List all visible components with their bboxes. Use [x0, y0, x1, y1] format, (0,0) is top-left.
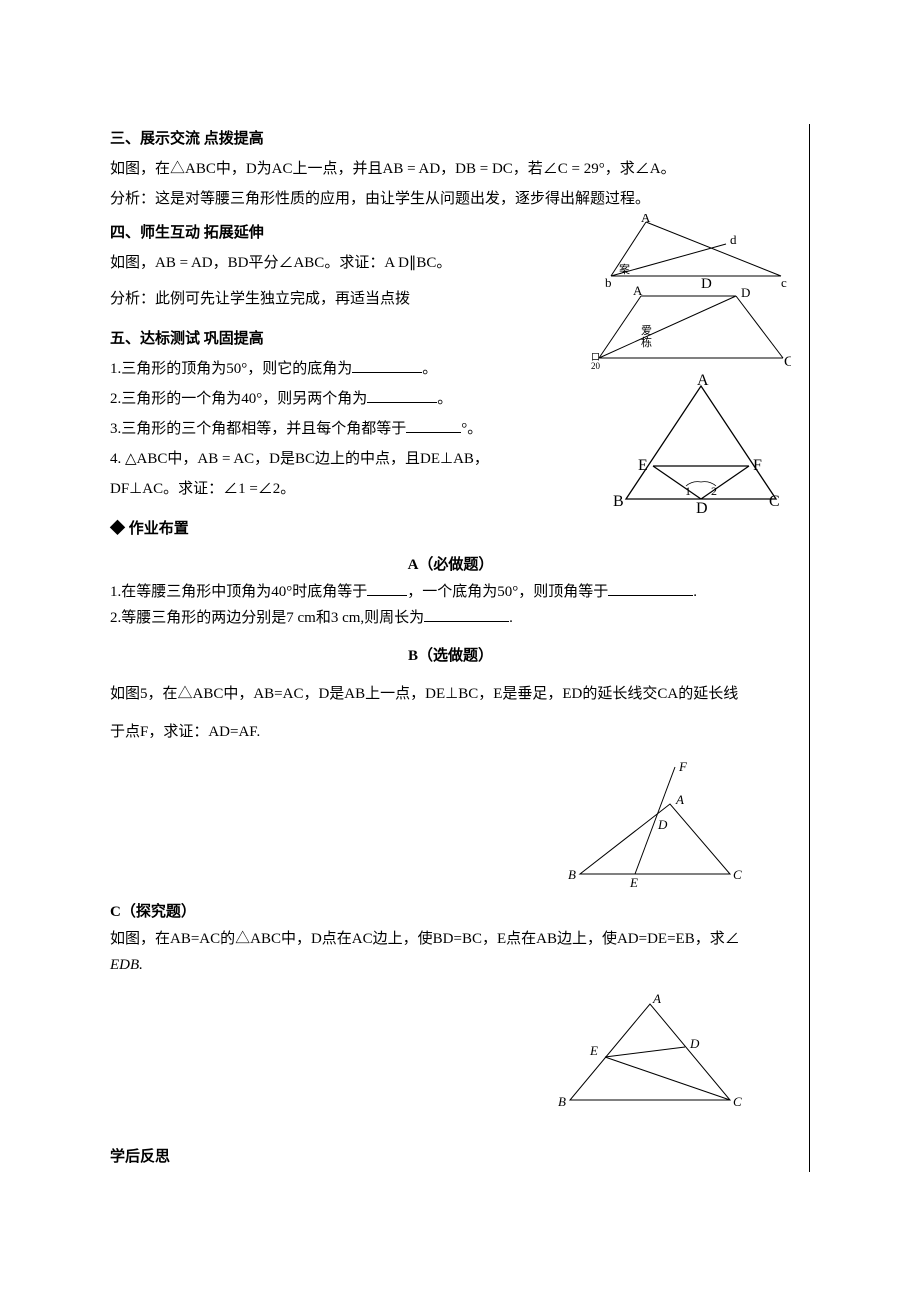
- lbl-C: C: [784, 354, 791, 370]
- lbl-A: A: [675, 792, 684, 807]
- section-3-heading: 三、展示交流 点拨提高: [110, 124, 791, 154]
- lbl-F: F: [678, 759, 688, 774]
- q5-1: 1.三角形的顶角为50°，则它的底角为 。: [110, 354, 600, 384]
- annot-top: 爱: [641, 324, 652, 337]
- lbl-d: d: [730, 232, 737, 247]
- q5-1b: 。: [422, 361, 437, 377]
- q5-2a: 2.三角形的一个角为40°，则另两个角为: [110, 391, 367, 407]
- lbl-D: D: [696, 500, 708, 514]
- ang-2: 2: [711, 484, 717, 498]
- hw-b-q1: 如图5，在△ABC中，AB=AC，D是AB上一点，DE⊥BC，E是垂足，ED的延…: [110, 679, 791, 709]
- lbl-B: B: [568, 867, 576, 882]
- hw-b-q1-text: 如图5，在△ABC中，AB=AC，D是AB上一点，DE⊥BC，E是垂足，ED的延…: [110, 686, 738, 702]
- hw-b-q2: 于点F，求证：AD=AF.: [110, 717, 791, 747]
- lbl-C: C: [733, 867, 742, 882]
- content-column: 三、展示交流 点拨提高 如图，在△ABC中，D为AC上一点，并且AB = AD，…: [110, 124, 810, 1172]
- lbl-E: E: [629, 875, 638, 889]
- hw-a-title: A（必做题）: [110, 550, 791, 580]
- hw-a-1: 1.在等腰三角形中顶角为40°时底角等于 ，一个底角为50°，则顶角等于.: [110, 580, 791, 606]
- lbl-A: A: [641, 214, 651, 225]
- blank: [406, 418, 461, 433]
- figure-1-container: A d b D c 案: [591, 214, 791, 289]
- lbl-B: B: [558, 1094, 566, 1109]
- figure-2-svg: A D C 爱 栋 口 20: [591, 286, 791, 371]
- q5-1a: 1.三角形的顶角为50°，则它的底角为: [110, 361, 352, 377]
- hw-c-q1: 如图，在AB=AC的△ABC中，D点在AC边上，使BD=BC，E点在AB边上，使…: [110, 927, 791, 953]
- q5-2: 2.三角形的一个角为40°，则另两个角为 。: [110, 384, 600, 414]
- lbl-B: B: [613, 493, 624, 510]
- annot: 案: [619, 262, 630, 276]
- q5-4a: 4. △ABC中，AB = AC，D是BC边上的中点，且DE⊥AB，: [110, 444, 600, 474]
- hw-c-q1-text: 如图，在AB=AC的△ABC中，D点在AC边上，使BD=BC，E点在AB边上，使…: [110, 931, 740, 947]
- figure-3-container: A E F B D C 1 2: [611, 374, 791, 514]
- q5-3a: 3.三角形的三个角都相等，并且每个角都等于: [110, 421, 406, 437]
- ang-1: 1: [685, 484, 691, 498]
- figure-4-svg: F A D B E C: [560, 759, 750, 889]
- q5-3b: °。: [461, 421, 482, 437]
- lbl-D: D: [689, 1036, 700, 1051]
- lbl-E: E: [589, 1043, 598, 1058]
- figure-5-container: A E D B C: [550, 992, 750, 1112]
- hw-a-1c: .: [693, 584, 697, 600]
- figure-5-svg: A E D B C: [550, 992, 750, 1112]
- hw-a-2b: .: [509, 610, 513, 626]
- reflect-heading: 学后反思: [110, 1142, 791, 1172]
- hw-a-1a: 1.在等腰三角形中顶角为40°时底角等于: [110, 584, 367, 600]
- blank: [367, 581, 407, 596]
- hw-a-2a: 2.等腰三角形的两边分别是7 cm和3 cm,则周长为: [110, 610, 424, 626]
- figure-1-svg: A d b D c 案: [591, 214, 791, 289]
- lbl-E: E: [638, 457, 648, 474]
- hw-a-1b: ，一个底角为50°，则顶角等于: [407, 584, 608, 600]
- hw-c-q2-text: EDB.: [110, 957, 143, 973]
- lbl-A: A: [697, 374, 709, 389]
- hw-c-q2: EDB.: [110, 953, 791, 979]
- blank: [367, 388, 437, 403]
- lbl-A: A: [652, 992, 661, 1006]
- lbl-C: C: [769, 493, 780, 510]
- blank: [608, 581, 693, 596]
- q5-4b: DF⊥AC。求证：∠1 =∠2。: [110, 474, 600, 504]
- blank: [424, 607, 509, 622]
- hw-c-title: C（探究题）: [110, 897, 791, 927]
- homework-heading: ◆ 作业布置: [110, 514, 791, 544]
- lbl-D: D: [741, 286, 750, 300]
- q5-2b: 。: [437, 391, 452, 407]
- section-3-line-2: 分析：这是对等腰三角形性质的应用，由让学生从问题出发，逐步得出解题过程。: [110, 184, 791, 214]
- figure-3-svg: A E F B D C 1 2: [611, 374, 791, 514]
- mark-20: 20: [591, 361, 601, 371]
- q5-3: 3.三角形的三个角都相等，并且每个角都等于 °。: [110, 414, 600, 444]
- blank: [352, 358, 422, 373]
- figure-4-container: F A D B E C: [560, 759, 750, 889]
- lbl-F: F: [753, 457, 762, 474]
- hw-b-title: B（选做题）: [110, 641, 791, 671]
- annot-bot: 栋: [641, 335, 652, 349]
- lbl-C: C: [733, 1094, 742, 1109]
- section-3-line-1: 如图，在△ABC中，D为AC上一点，并且AB = AD，DB = DC，若∠C …: [110, 154, 791, 184]
- hw-b-q2-text: 于点F，求证：AD=AF.: [110, 724, 260, 740]
- hw-a-2: 2.等腰三角形的两边分别是7 cm和3 cm,则周长为.: [110, 606, 791, 632]
- figure-2-container: A D C 爱 栋 口 20: [591, 286, 791, 371]
- lbl-D: D: [657, 817, 668, 832]
- lbl-A: A: [633, 286, 643, 298]
